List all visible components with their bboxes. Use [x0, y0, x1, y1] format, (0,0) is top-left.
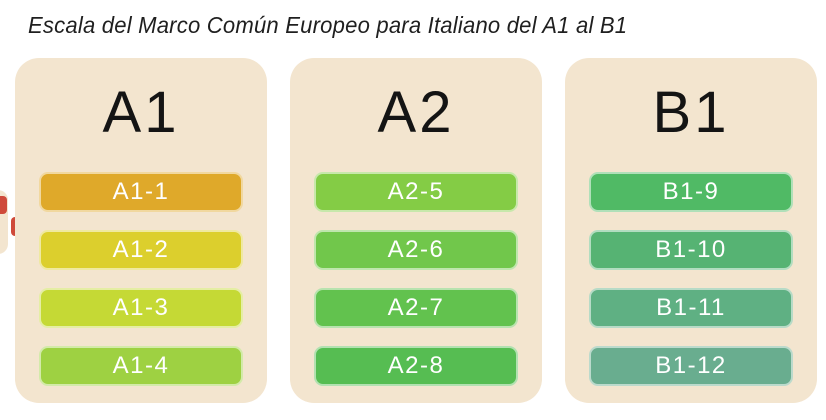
- card-a2: A2 A2-5 A2-6 A2-7 A2-8: [290, 58, 542, 403]
- card-a1: A1 A1-1 A1-2 A1-3 A1-4: [15, 58, 267, 403]
- level-pill-a2-5[interactable]: A2-5: [314, 172, 518, 212]
- level-cards-row: A1 A1-1 A1-2 A1-3 A1-4 A2 A2-5 A2-6 A2-7…: [15, 58, 817, 403]
- offscreen-card-fragment: [0, 190, 8, 254]
- card-a1-header: A1: [102, 79, 180, 145]
- card-a2-header: A2: [377, 79, 455, 145]
- level-pill-b1-12[interactable]: B1-12: [589, 346, 793, 386]
- card-b1-header: B1: [652, 79, 730, 145]
- level-pill-a1-4[interactable]: A1-4: [39, 346, 243, 386]
- level-pill-a2-6[interactable]: A2-6: [314, 230, 518, 270]
- level-pill-a2-8[interactable]: A2-8: [314, 346, 518, 386]
- card-a1-pills: A1-1 A1-2 A1-3 A1-4: [15, 166, 267, 386]
- card-b1: B1 B1-9 B1-10 B1-11 B1-12: [565, 58, 817, 403]
- level-pill-a1-3[interactable]: A1-3: [39, 288, 243, 328]
- offscreen-pill-fragment: [0, 196, 7, 214]
- card-a2-pills: A2-5 A2-6 A2-7 A2-8: [290, 166, 542, 386]
- page-title: Escala del Marco Común Europeo para Ital…: [28, 12, 628, 38]
- level-pill-b1-9[interactable]: B1-9: [589, 172, 793, 212]
- level-pill-b1-11[interactable]: B1-11: [589, 288, 793, 328]
- level-pill-a2-7[interactable]: A2-7: [314, 288, 518, 328]
- card-b1-pills: B1-9 B1-10 B1-11 B1-12: [565, 166, 817, 386]
- level-pill-a1-1[interactable]: A1-1: [39, 172, 243, 212]
- level-pill-b1-10[interactable]: B1-10: [589, 230, 793, 270]
- level-pill-a1-2[interactable]: A1-2: [39, 230, 243, 270]
